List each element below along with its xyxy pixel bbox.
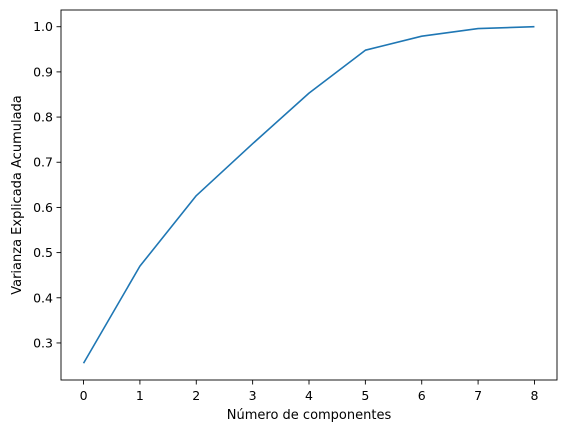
plot-background xyxy=(61,10,557,380)
y-tick-label: 0.3 xyxy=(33,335,53,350)
y-tick-label: 1.0 xyxy=(33,19,53,34)
x-tick-label: 0 xyxy=(80,388,88,403)
y-tick-label: 0.4 xyxy=(33,290,53,305)
x-tick-label: 6 xyxy=(418,388,426,403)
plot-frame xyxy=(60,9,558,381)
x-axis-ticks: 0 1 2 3 4 5 6 7 8 xyxy=(80,380,538,403)
series-line xyxy=(82,25,535,364)
y-tick-label: 0.5 xyxy=(33,245,53,260)
x-tick-label: 8 xyxy=(530,388,538,403)
x-tick-label: 7 xyxy=(474,388,482,403)
x-tick-label: 2 xyxy=(192,388,200,403)
y-tick-label: 0.8 xyxy=(33,110,53,125)
y-axis-label: Varianza Explicada Acumulada xyxy=(10,95,25,295)
x-tick-label: 1 xyxy=(136,388,144,403)
y-tick-label: 0.6 xyxy=(33,200,53,215)
x-tick-label: 5 xyxy=(361,388,369,403)
x-tick-label: 4 xyxy=(305,388,313,403)
y-tick-label: 0.9 xyxy=(33,64,53,79)
y-axis-ticks: 0.3 0.4 0.5 0.6 0.7 0.8 0.9 1.0 xyxy=(33,19,61,350)
x-tick-label: 3 xyxy=(249,388,257,403)
x-axis-label: Número de componentes xyxy=(227,408,392,423)
y-tick-label: 0.7 xyxy=(33,155,53,170)
